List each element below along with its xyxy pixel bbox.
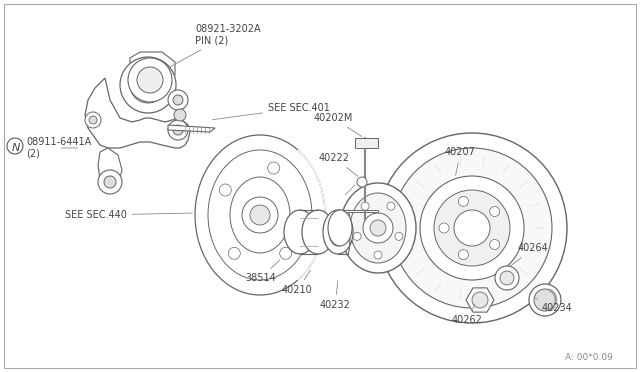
Text: 08921-3202A
PIN (2): 08921-3202A PIN (2) [170, 24, 260, 67]
Circle shape [361, 202, 369, 210]
Circle shape [137, 67, 163, 93]
Circle shape [174, 109, 186, 121]
Circle shape [220, 184, 231, 196]
Circle shape [128, 58, 172, 102]
Circle shape [529, 284, 561, 316]
Circle shape [395, 232, 403, 240]
Circle shape [98, 170, 122, 194]
Polygon shape [168, 125, 215, 132]
Circle shape [268, 162, 280, 174]
Ellipse shape [302, 210, 334, 254]
Circle shape [353, 232, 361, 240]
Text: SEE SEC.401: SEE SEC.401 [212, 103, 330, 120]
Circle shape [439, 223, 449, 233]
Polygon shape [130, 52, 175, 78]
Circle shape [173, 125, 183, 135]
Circle shape [104, 176, 116, 188]
Circle shape [89, 116, 97, 124]
Circle shape [374, 251, 382, 259]
Circle shape [392, 148, 552, 308]
Circle shape [534, 289, 556, 311]
Polygon shape [466, 288, 494, 312]
Circle shape [363, 213, 393, 243]
Text: 40262: 40262 [452, 305, 483, 325]
Text: 40264: 40264 [510, 243, 548, 266]
Circle shape [280, 247, 292, 259]
Ellipse shape [195, 135, 325, 295]
Ellipse shape [323, 210, 353, 254]
Ellipse shape [340, 183, 416, 273]
Ellipse shape [208, 150, 312, 280]
Ellipse shape [230, 177, 290, 253]
Text: A: 00*0.09: A: 00*0.09 [565, 353, 613, 362]
Text: SEE SEC.440: SEE SEC.440 [65, 210, 192, 220]
Circle shape [490, 206, 500, 217]
Circle shape [377, 133, 567, 323]
Circle shape [458, 196, 468, 206]
Circle shape [454, 210, 490, 246]
Circle shape [357, 177, 367, 187]
Circle shape [250, 205, 270, 225]
Text: 38514: 38514 [245, 260, 280, 283]
Text: 40207: 40207 [445, 147, 476, 175]
Circle shape [168, 120, 188, 140]
Ellipse shape [329, 218, 347, 246]
Text: 40210: 40210 [282, 270, 313, 295]
Circle shape [434, 190, 510, 266]
Ellipse shape [284, 210, 316, 254]
Text: 40234: 40234 [535, 298, 573, 313]
Text: 08911-6441A
(2): 08911-6441A (2) [26, 137, 92, 159]
Text: 40202M: 40202M [314, 113, 362, 137]
Ellipse shape [328, 210, 352, 246]
Circle shape [242, 197, 278, 233]
Circle shape [173, 95, 183, 105]
Polygon shape [355, 138, 378, 148]
Circle shape [228, 247, 240, 259]
Polygon shape [85, 78, 190, 148]
Circle shape [472, 292, 488, 308]
Circle shape [490, 240, 500, 250]
Circle shape [387, 202, 395, 210]
Circle shape [420, 176, 524, 280]
Circle shape [495, 266, 519, 290]
Circle shape [130, 67, 166, 103]
Polygon shape [98, 148, 122, 188]
Circle shape [458, 250, 468, 260]
Text: 40232: 40232 [320, 281, 351, 310]
Text: 40222: 40222 [319, 153, 358, 176]
Ellipse shape [350, 193, 406, 263]
Polygon shape [340, 210, 378, 212]
Circle shape [120, 57, 176, 113]
Text: N: N [12, 143, 20, 153]
Circle shape [168, 90, 188, 110]
Circle shape [370, 220, 386, 236]
Circle shape [85, 112, 101, 128]
Circle shape [500, 271, 514, 285]
